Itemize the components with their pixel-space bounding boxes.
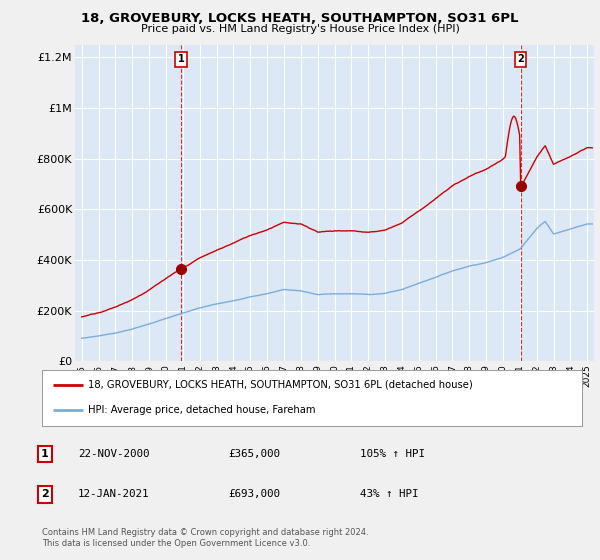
- Text: 43% ↑ HPI: 43% ↑ HPI: [360, 489, 419, 500]
- Text: 1: 1: [178, 54, 185, 64]
- Text: £365,000: £365,000: [228, 449, 280, 459]
- Text: HPI: Average price, detached house, Fareham: HPI: Average price, detached house, Fare…: [88, 405, 316, 416]
- Text: 18, GROVEBURY, LOCKS HEATH, SOUTHAMPTON, SO31 6PL (detached house): 18, GROVEBURY, LOCKS HEATH, SOUTHAMPTON,…: [88, 380, 473, 390]
- Text: £693,000: £693,000: [228, 489, 280, 500]
- Text: 2: 2: [41, 489, 49, 500]
- Text: Price paid vs. HM Land Registry's House Price Index (HPI): Price paid vs. HM Land Registry's House …: [140, 24, 460, 34]
- Text: 2: 2: [517, 54, 524, 64]
- Text: Contains HM Land Registry data © Crown copyright and database right 2024.
This d: Contains HM Land Registry data © Crown c…: [42, 528, 368, 548]
- Text: 105% ↑ HPI: 105% ↑ HPI: [360, 449, 425, 459]
- Text: 18, GROVEBURY, LOCKS HEATH, SOUTHAMPTON, SO31 6PL: 18, GROVEBURY, LOCKS HEATH, SOUTHAMPTON,…: [81, 12, 519, 25]
- Text: 1: 1: [41, 449, 49, 459]
- Text: 12-JAN-2021: 12-JAN-2021: [78, 489, 149, 500]
- Text: 22-NOV-2000: 22-NOV-2000: [78, 449, 149, 459]
